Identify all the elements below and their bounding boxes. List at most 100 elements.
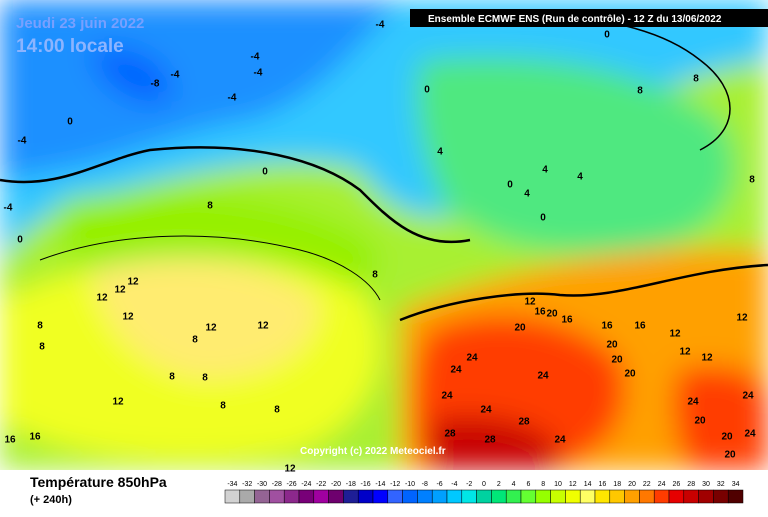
colorbar-cell bbox=[594, 489, 611, 504]
contour-label: 4 bbox=[437, 147, 443, 158]
contour-label: 24 bbox=[742, 391, 754, 402]
colorbar-cell bbox=[668, 489, 685, 504]
colorbar-cell bbox=[461, 489, 477, 504]
contour-label: 0 bbox=[17, 235, 23, 246]
contour-label: 12 bbox=[96, 293, 108, 304]
colorbar-label: 26 bbox=[673, 481, 681, 488]
contour-label: 24 bbox=[480, 405, 492, 416]
colorbar-cell bbox=[239, 489, 255, 504]
contour-label: 16 bbox=[634, 321, 646, 332]
contour-label: 12 bbox=[122, 312, 134, 323]
colorbar-cell bbox=[609, 489, 625, 504]
colorbar-cell bbox=[254, 489, 270, 504]
colorbar-cell bbox=[713, 489, 729, 504]
colorbar-label: -30 bbox=[257, 481, 267, 488]
model-info: Ensemble ECMWF ENS (Run de contrôle) - 1… bbox=[428, 14, 722, 25]
contour-label: -4 bbox=[251, 52, 260, 63]
contour-label: 20 bbox=[514, 323, 526, 334]
date: Jeudi 23 juin 2022 bbox=[16, 15, 144, 32]
contour-label: 8 bbox=[749, 175, 755, 186]
contour-label: 24 bbox=[537, 371, 549, 382]
colorbar-cell bbox=[343, 489, 359, 504]
contour-label: 0 bbox=[262, 167, 268, 178]
colorbar-cell bbox=[446, 489, 463, 504]
contour-label: 24 bbox=[744, 429, 756, 440]
contour-label: 0 bbox=[604, 30, 610, 41]
model-box bbox=[410, 9, 768, 27]
contour-label: 20 bbox=[724, 450, 736, 461]
copyright: Copyright (c) 2022 Meteociel.fr bbox=[300, 446, 446, 457]
contour-label: 16 bbox=[534, 307, 546, 318]
colorbar-cell bbox=[653, 489, 670, 504]
contour-label: 12 bbox=[679, 347, 691, 358]
contour-label: -4 bbox=[171, 70, 180, 81]
contour-label: 8 bbox=[39, 342, 45, 353]
contour-label: 0 bbox=[424, 85, 430, 96]
colorbar-label: 20 bbox=[628, 481, 636, 488]
colorbar-label: 30 bbox=[702, 481, 710, 488]
colorbar-label: -16 bbox=[361, 481, 371, 488]
contour-label: 4 bbox=[542, 165, 548, 176]
colorbar-label: 4 bbox=[512, 481, 516, 488]
colorbar-label: 8 bbox=[541, 481, 545, 488]
colorbar-label: -22 bbox=[316, 481, 326, 488]
colorbar-cell bbox=[431, 489, 448, 504]
colorbar-cell bbox=[298, 489, 315, 504]
contour-label: 12 bbox=[257, 321, 269, 332]
contour-label: 16 bbox=[4, 435, 16, 446]
colorbar-cell bbox=[520, 489, 537, 504]
colorbar-cell bbox=[491, 489, 507, 504]
contour-label: 24 bbox=[554, 435, 566, 446]
contour-label: 12 bbox=[669, 329, 681, 340]
contour-label: 12 bbox=[127, 277, 139, 288]
colorbar-cell bbox=[328, 489, 344, 504]
colorbar-label: 28 bbox=[687, 481, 695, 488]
colorbar-label: -34 bbox=[227, 481, 237, 488]
colorbar-cell bbox=[402, 489, 418, 504]
colorbar-cell bbox=[476, 489, 492, 504]
contour-label: 16 bbox=[29, 432, 41, 443]
contour-label: 28 bbox=[484, 435, 496, 446]
colorbar-cell bbox=[387, 489, 403, 504]
contour-label: -4 bbox=[4, 203, 13, 214]
colorbar-cell bbox=[535, 489, 551, 504]
colorbar-label: -20 bbox=[331, 481, 341, 488]
contour-label: 8 bbox=[693, 74, 699, 85]
contour-label: -4 bbox=[376, 20, 385, 31]
colorbar-cell bbox=[683, 489, 699, 504]
contour-label: 16 bbox=[601, 321, 613, 332]
colorbar-label: -24 bbox=[301, 481, 311, 488]
colorbar-label: -2 bbox=[466, 481, 472, 488]
colorbar-label: 2 bbox=[497, 481, 501, 488]
colorbar-label: 18 bbox=[613, 481, 621, 488]
contour-label: 8 bbox=[372, 270, 378, 281]
temperature-field bbox=[0, 0, 768, 470]
contour-label: 20 bbox=[611, 355, 623, 366]
contour-label: 24 bbox=[441, 391, 453, 402]
colorbar-label: -26 bbox=[287, 481, 297, 488]
colorbar-label: 32 bbox=[717, 481, 725, 488]
contour-label: 8 bbox=[207, 201, 213, 212]
contour-label: -8 bbox=[151, 79, 160, 90]
contour-label: 20 bbox=[546, 309, 558, 320]
legend-subtitle: (+ 240h) bbox=[30, 494, 72, 506]
contour-label: 8 bbox=[37, 321, 43, 332]
colorbar-cell bbox=[550, 489, 566, 504]
local-time: 14:00 locale bbox=[16, 36, 124, 57]
contour-label: 20 bbox=[624, 369, 636, 380]
contour-label: 24 bbox=[687, 397, 699, 408]
colorbar-label: 10 bbox=[554, 481, 562, 488]
colorbar-cell bbox=[727, 489, 744, 504]
contour-label: 4 bbox=[524, 189, 530, 200]
contour-label: -4 bbox=[18, 136, 27, 147]
colorbar-label: 16 bbox=[599, 481, 607, 488]
contour-label: -4 bbox=[228, 93, 237, 104]
contour-label: 12 bbox=[524, 297, 536, 308]
colorbar-cell bbox=[579, 489, 596, 504]
contour-label: 12 bbox=[205, 323, 217, 334]
contour-label: 12 bbox=[284, 464, 296, 475]
contour-label: 24 bbox=[450, 365, 462, 376]
colorbar-label: 24 bbox=[658, 481, 666, 488]
colorbar-cell bbox=[372, 489, 389, 504]
